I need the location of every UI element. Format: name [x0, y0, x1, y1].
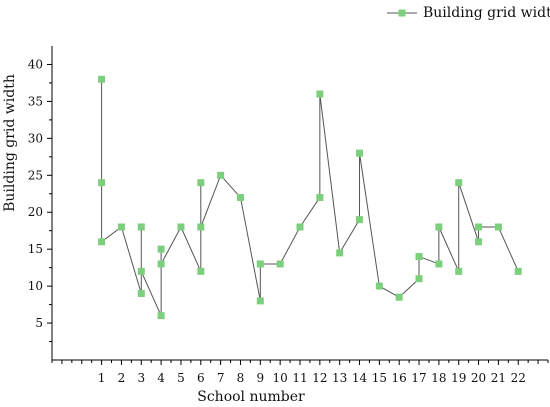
x-tick-label: 19: [451, 371, 466, 385]
data-point-marker: [475, 238, 483, 246]
x-tick-label: 21: [491, 371, 506, 385]
y-axis-ticks: 5 10 15 20 25 30 35 40: [28, 57, 52, 343]
data-point-marker: [197, 179, 205, 187]
x-tick-label: 12: [312, 371, 327, 385]
series-line: [101, 79, 519, 316]
data-point-marker: [157, 245, 165, 253]
legend: Building grid width: [387, 5, 550, 21]
data-point-marker: [217, 171, 225, 179]
data-point-marker: [276, 260, 284, 268]
data-point-marker: [117, 223, 125, 231]
y-tick-label: 10: [28, 279, 43, 293]
data-point-marker: [137, 290, 145, 298]
x-tick-label: 20: [471, 371, 486, 385]
x-tick-label: 18: [431, 371, 446, 385]
data-point-marker: [296, 223, 304, 231]
x-tick-label: 8: [237, 371, 245, 385]
data-point-marker: [395, 293, 403, 301]
x-tick-label: 10: [273, 371, 288, 385]
y-axis-label: Building grid width: [2, 74, 18, 212]
data-point-marker: [256, 297, 264, 305]
y-tick-label: 20: [28, 205, 43, 219]
x-tick-label: 1: [98, 371, 106, 385]
data-point-marker: [435, 223, 443, 231]
data-point-marker: [356, 149, 364, 157]
y-tick-label: 30: [28, 131, 43, 145]
data-point-marker: [137, 267, 145, 275]
data-point-marker: [98, 238, 106, 246]
data-point-marker: [98, 75, 106, 83]
data-point-marker: [177, 223, 185, 231]
y-tick-label: 25: [28, 168, 43, 182]
x-tick-label: 9: [256, 371, 264, 385]
y-tick-label: 35: [28, 94, 43, 108]
data-point-marker: [197, 223, 205, 231]
x-axis-ticks: 1 2 3 4 5 6 7 8 9 10 11 12 13 14 15 16 17 18 19 20 21 22: [51, 360, 549, 385]
data-point-marker: [475, 223, 483, 231]
data-point-marker: [336, 249, 344, 257]
data-point-marker: [375, 282, 383, 290]
x-tick-label: 11: [292, 371, 307, 385]
data-point-marker: [157, 312, 165, 320]
data-point-marker: [415, 275, 423, 283]
data-point-marker: [415, 253, 423, 261]
y-axis-group: 5 10 15 20 25 30 35 40: [28, 46, 53, 360]
x-tick-label: 22: [511, 371, 526, 385]
x-tick-label: 2: [118, 371, 126, 385]
data-point-marker: [316, 90, 324, 98]
x-tick-label: 5: [177, 371, 185, 385]
series-points: [98, 75, 522, 320]
legend-label: Building grid width: [423, 5, 550, 21]
data-point-marker: [137, 223, 145, 231]
data-point-marker: [256, 260, 264, 268]
x-tick-label: 3: [137, 371, 145, 385]
data-point-marker: [197, 267, 205, 275]
data-point-marker: [157, 260, 165, 268]
x-tick-label: 17: [411, 371, 426, 385]
y-tick-label: 15: [28, 242, 43, 256]
plot-area: [98, 75, 522, 320]
x-tick-label: 13: [332, 371, 347, 385]
y-tick-label: 5: [35, 316, 43, 330]
data-point-marker: [356, 216, 364, 224]
y-tick-label: 40: [28, 57, 43, 71]
x-tick-label: 6: [197, 371, 205, 385]
x-tick-label: 4: [157, 371, 165, 385]
data-point-marker: [236, 193, 244, 201]
x-axis-label: School number: [197, 389, 305, 405]
data-point-marker: [455, 267, 463, 275]
x-tick-label: 7: [217, 371, 225, 385]
data-point-marker: [494, 223, 502, 231]
data-point-marker: [455, 179, 463, 187]
data-point-marker: [98, 179, 106, 187]
x-tick-label: 16: [392, 371, 407, 385]
data-point-marker: [514, 267, 522, 275]
data-point-marker: [316, 193, 324, 201]
x-axis-group: 1 2 3 4 5 6 7 8 9 10 11 12 13 14 15 16 17 18 19 20 21 22: [51, 359, 549, 385]
legend-marker: [398, 9, 406, 17]
x-tick-label: 15: [372, 371, 387, 385]
x-tick-label: 14: [352, 371, 368, 385]
data-point-marker: [435, 260, 443, 268]
